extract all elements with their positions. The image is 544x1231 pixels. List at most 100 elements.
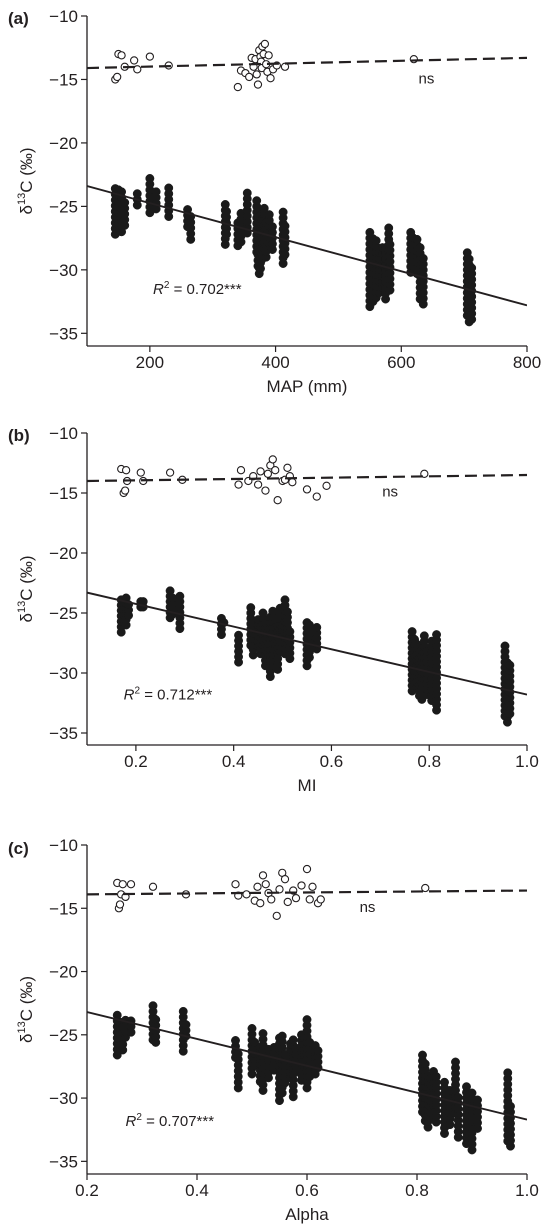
- open-point: [145, 52, 155, 61]
- panel-a: (a) −10 −15 −20 −25 −30 −35 200 400 600 800 MAP (mm…: [8, 7, 541, 396]
- open-point: [283, 897, 292, 907]
- r-squared-annotation: R2 = 0.702***: [153, 280, 242, 298]
- x-tick-label: 0.2: [75, 1181, 99, 1200]
- filled-point: [462, 1082, 471, 1092]
- panel-label: (b): [8, 426, 30, 445]
- filled-point: [418, 253, 428, 263]
- filled-point: [419, 631, 429, 641]
- filled-point: [148, 1001, 158, 1011]
- open-point: [256, 467, 265, 476]
- filled-point: [280, 221, 290, 231]
- panel-b: (b) −10 −15 −20 −25 −30 −35 0.2 0.4 0.6 0.8 1.0 MI δ1…: [8, 424, 539, 795]
- open-point: [115, 900, 125, 909]
- filled-point: [440, 1077, 449, 1087]
- y-tick-label: −35: [49, 1152, 78, 1171]
- filled-point: [233, 1049, 243, 1059]
- open-point: [236, 466, 246, 475]
- y-tick-label: −35: [49, 724, 78, 743]
- filled-point: [420, 1059, 430, 1069]
- filled-point: [178, 1006, 188, 1016]
- open-point: [272, 911, 281, 921]
- x-tick-label: 200: [136, 353, 164, 372]
- filled-point: [234, 630, 244, 640]
- panel-c: (c) −10 −15 −20 −25 −30 −35 0.2 0.4 0.6 0.8 1.0 Alph…: [8, 836, 539, 1224]
- ns-annotation: ns: [360, 899, 376, 916]
- filled-point: [278, 207, 288, 217]
- filled-point: [473, 1095, 482, 1105]
- filled-point: [258, 608, 268, 618]
- y-tick-label: −20: [49, 134, 78, 153]
- open-point: [260, 39, 270, 49]
- open-point: [261, 486, 270, 495]
- x-tick-label: 600: [387, 353, 415, 372]
- filled-point: [282, 607, 292, 617]
- open-point: [273, 496, 282, 505]
- open-point: [129, 56, 139, 65]
- y-tick-label: −30: [49, 664, 78, 683]
- filled-point: [259, 203, 269, 213]
- open-point: [253, 882, 262, 891]
- open-point: [252, 70, 261, 79]
- panel-label: (a): [8, 9, 29, 28]
- x-axis-label: Alpha: [285, 1205, 329, 1224]
- filled-point: [464, 254, 474, 264]
- filled-point: [503, 1068, 513, 1078]
- y-axis-label: δ13C (‰): [16, 976, 36, 1043]
- filled-point: [312, 622, 322, 632]
- open-point: [263, 469, 273, 478]
- x-tick-label: 400: [261, 353, 289, 372]
- x-tick-label: 0.8: [417, 752, 441, 771]
- filled-point: [313, 1046, 323, 1056]
- open-point: [148, 882, 158, 891]
- filled-point: [231, 1036, 240, 1045]
- y-tick-label: −10: [49, 7, 78, 26]
- filled-point: [181, 1020, 191, 1030]
- open-point: [121, 466, 131, 475]
- open-point: [245, 72, 254, 82]
- filled-point: [246, 603, 256, 613]
- filled-point: [500, 641, 510, 651]
- filled-point: [250, 1037, 260, 1047]
- filled-point: [164, 183, 174, 193]
- filled-point: [431, 1072, 441, 1082]
- y-tick-label: −15: [49, 70, 78, 89]
- filled-point: [288, 1035, 298, 1045]
- open-point: [126, 880, 136, 889]
- y-tick-label: −35: [49, 324, 78, 343]
- r-squared-annotation: R2 = 0.712***: [124, 685, 213, 703]
- regression-line-solid: [87, 185, 527, 307]
- open-point: [117, 51, 126, 60]
- filled-point: [151, 1015, 161, 1025]
- open-point: [234, 480, 243, 489]
- open-point: [256, 899, 265, 908]
- open-point: [113, 72, 122, 82]
- open-point: [253, 80, 263, 89]
- filled-point: [145, 174, 155, 183]
- filled-point: [302, 1015, 312, 1025]
- y-tick-label: −25: [49, 604, 78, 623]
- filled-point: [252, 196, 262, 206]
- x-tick-label: 800: [513, 353, 541, 372]
- open-point: [322, 481, 331, 490]
- open-point: [288, 478, 297, 487]
- panel-label: (c): [8, 839, 29, 858]
- ns-annotation: ns: [382, 484, 398, 501]
- open-point: [253, 480, 263, 489]
- filled-point: [384, 223, 394, 233]
- filled-point: [151, 187, 161, 197]
- filled-point: [267, 222, 277, 232]
- open-point: [165, 468, 175, 477]
- open-point: [136, 468, 145, 477]
- x-tick-label: 0.4: [185, 1181, 209, 1200]
- x-tick-label: 0.6: [320, 752, 344, 771]
- open-point: [242, 890, 251, 899]
- regression-line-dashed: [87, 473, 527, 483]
- regression-line-dashed: [87, 889, 527, 896]
- filled-point: [407, 627, 417, 637]
- open-point: [302, 864, 312, 874]
- filled-point: [418, 1050, 427, 1060]
- open-point: [133, 65, 142, 74]
- filled-point: [412, 234, 422, 244]
- x-axis-label: MI: [298, 776, 317, 795]
